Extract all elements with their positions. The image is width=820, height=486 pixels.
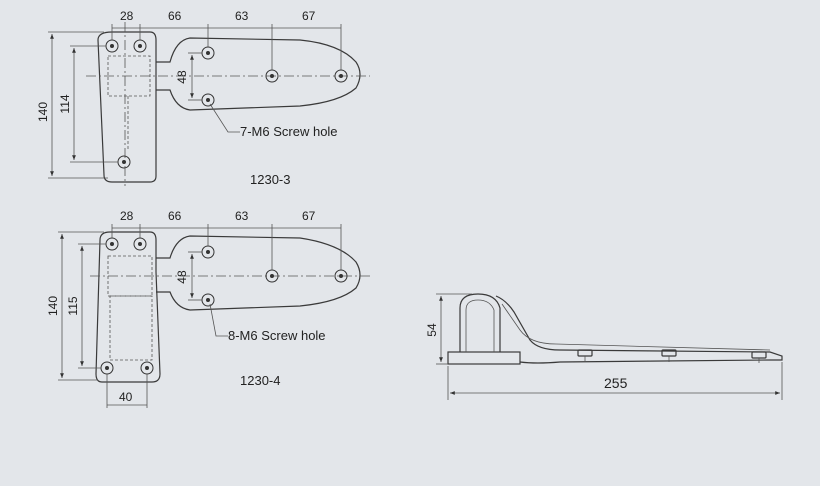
dim-length-255: 255	[604, 375, 628, 391]
dim-spacing-48: 48	[175, 270, 189, 284]
dim-spacing-48: 48	[175, 70, 189, 84]
dim-top-3: 63	[235, 9, 249, 23]
side-view: 54 255	[425, 293, 783, 400]
hinge-arm-side	[495, 295, 783, 364]
screw-holes	[100, 237, 348, 375]
dim-height-140: 140	[46, 296, 60, 316]
dim-top-4: 67	[302, 209, 316, 223]
screw-hole-callout: 8-M6 Screw hole	[228, 328, 326, 343]
drawing-1230-4: 28 66 63 67 140 115 48 40 8-M6 Screw hol…	[46, 209, 372, 408]
dim-top-3: 63	[235, 209, 249, 223]
barrel-body	[459, 293, 501, 352]
hinge-arm-outline	[156, 37, 361, 111]
dim-top-1: 28	[120, 209, 134, 223]
screw-hole-callout: 7-M6 Screw hole	[240, 124, 338, 139]
screw-holes	[105, 39, 348, 169]
dim-height-140: 140	[36, 102, 50, 122]
dim-height-115: 115	[66, 296, 80, 315]
hinge-leaf-outline	[95, 231, 161, 383]
dim-height-114: 114	[58, 94, 72, 113]
base-plate	[447, 351, 521, 365]
dim-top-2: 66	[168, 9, 182, 23]
dim-top-4: 67	[302, 9, 316, 23]
model-label: 1230-4	[240, 373, 280, 388]
model-label: 1230-3	[250, 172, 290, 187]
hinge-leaf-outline	[97, 31, 157, 183]
dim-top-2: 66	[168, 209, 182, 223]
dim-width-40: 40	[119, 390, 133, 404]
hinge-arm-outline	[156, 235, 361, 311]
drawing-1230-3: 28 66 63 67 140 114 48 7-M6 Screw hole 1…	[36, 9, 370, 187]
dim-top-1: 28	[120, 9, 134, 23]
dim-height-54: 54	[425, 323, 439, 337]
